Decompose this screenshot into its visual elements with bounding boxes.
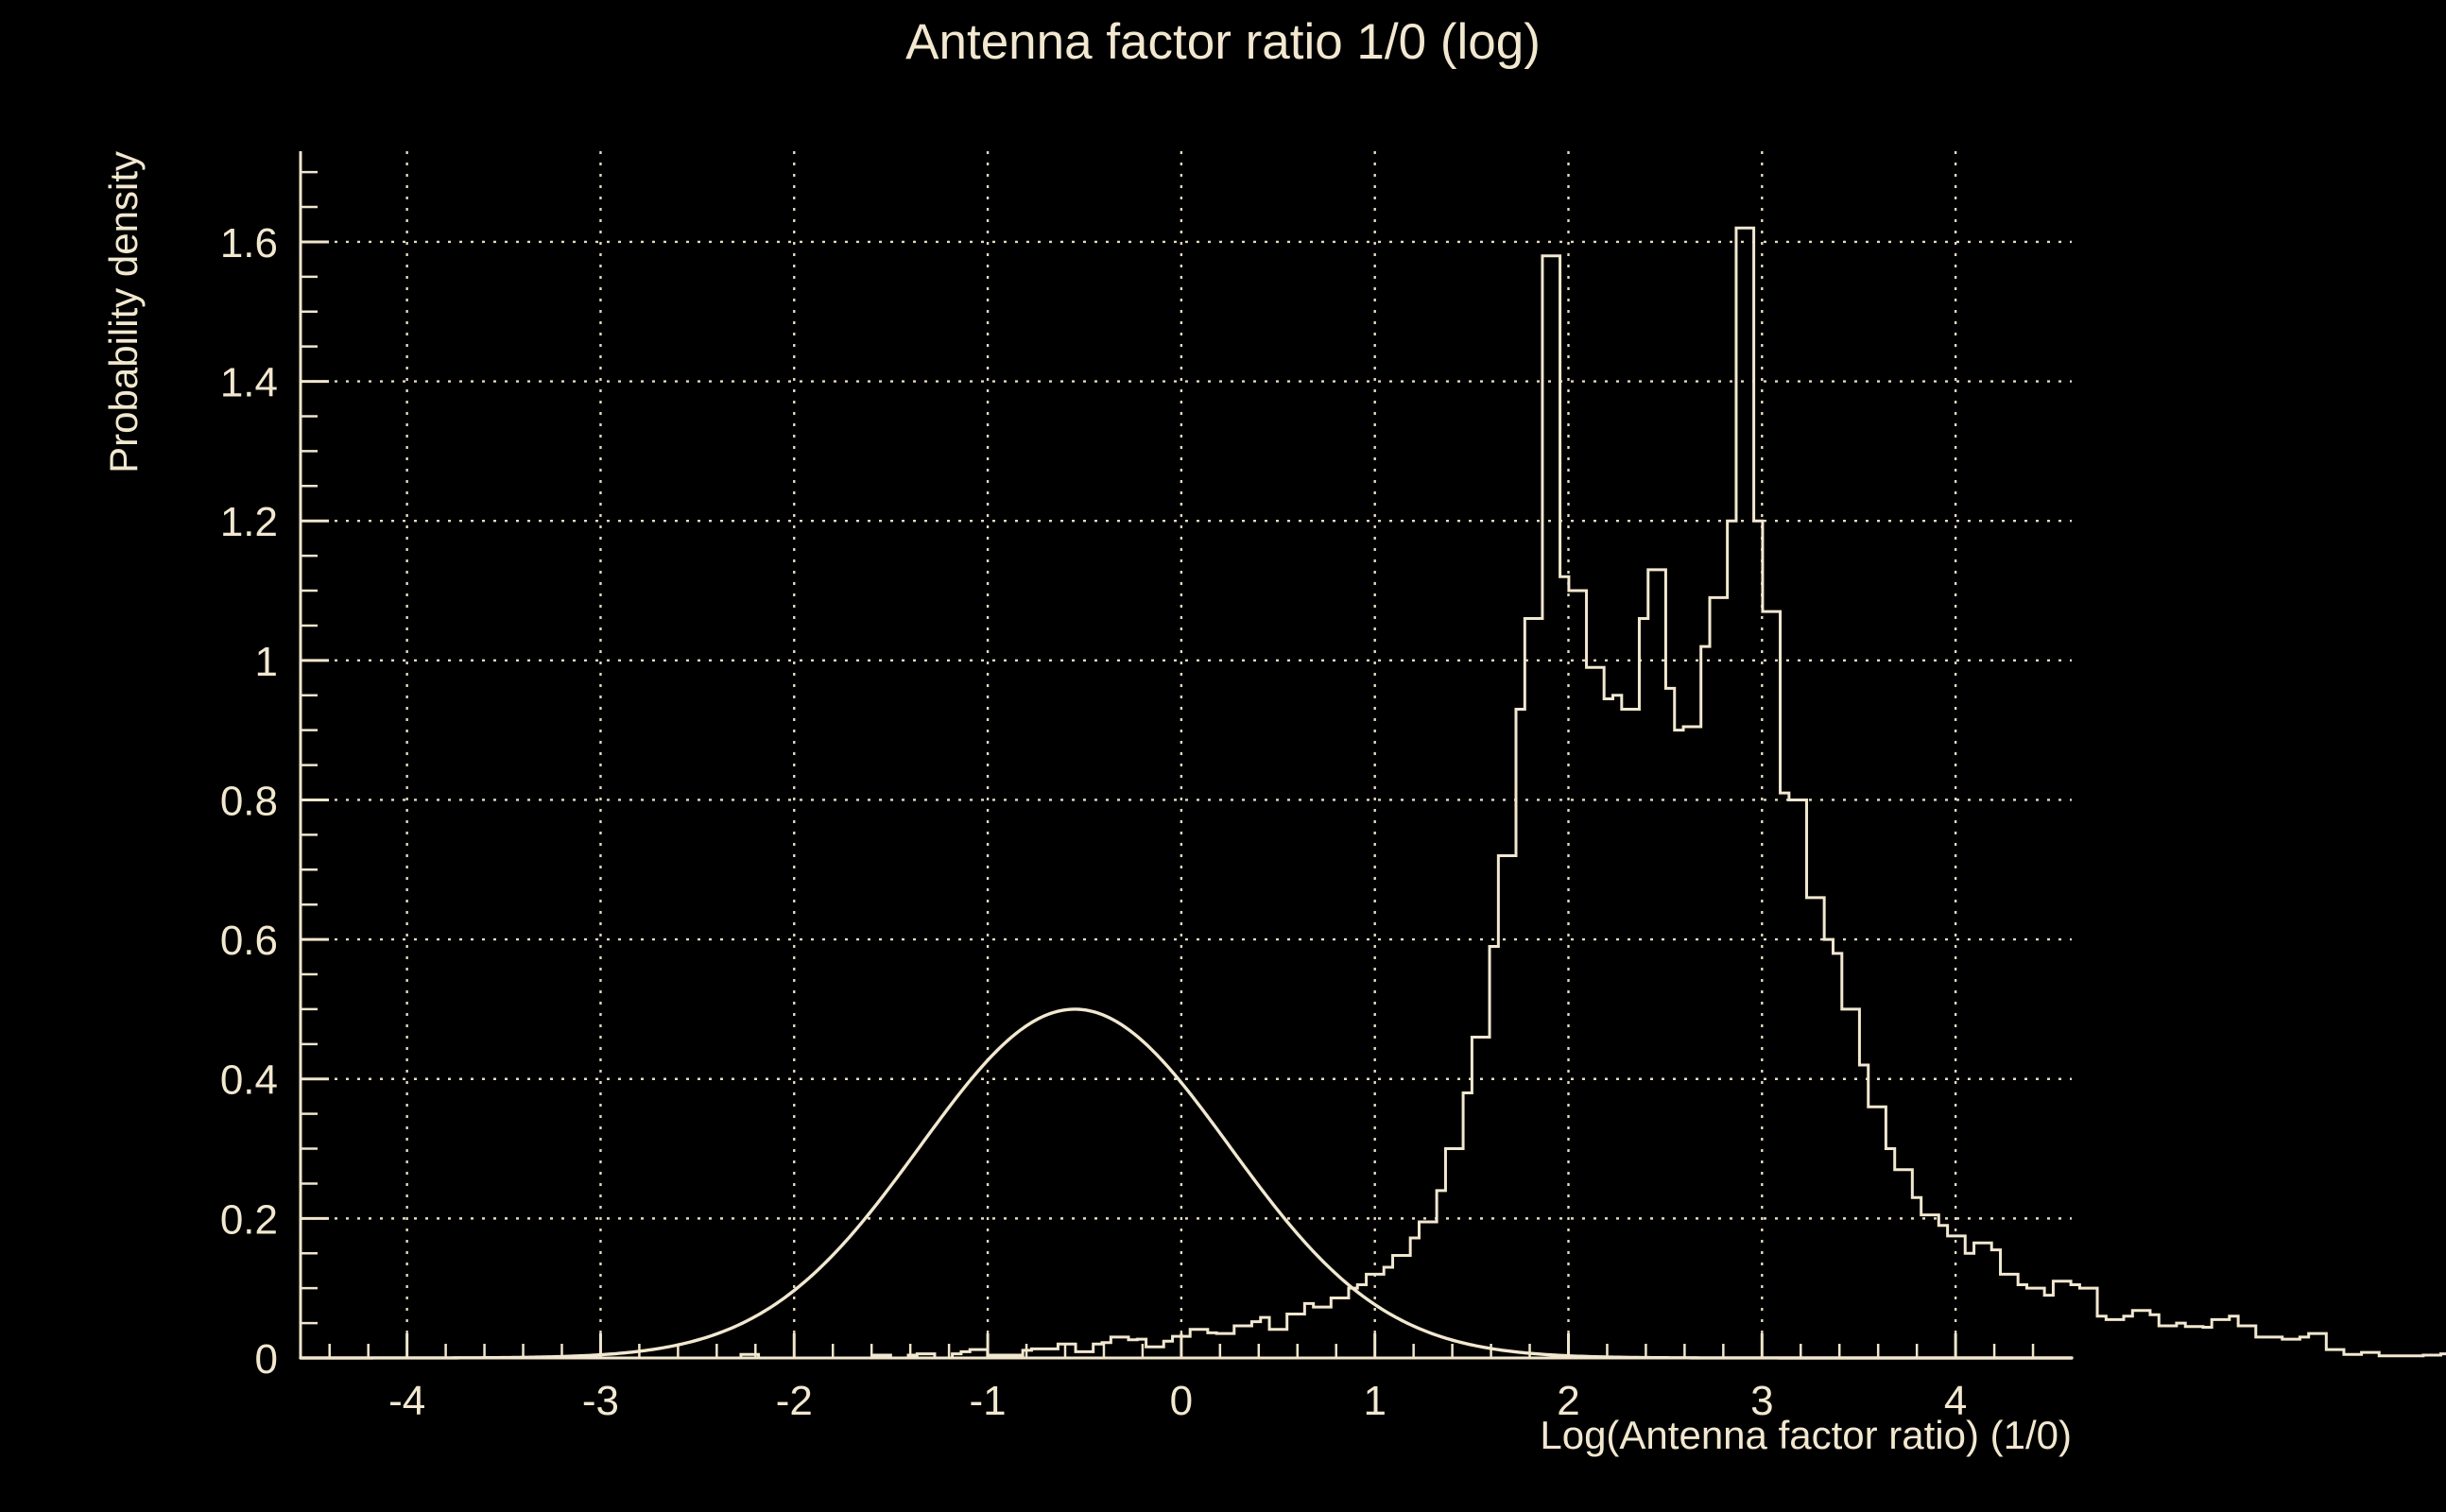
x-axis-title: Log(Antenna factor ratio) (1/0) xyxy=(1540,1413,2072,1457)
y-tick-label: 1.6 xyxy=(220,220,278,266)
y-axis-title: Probability density xyxy=(101,151,146,473)
y-tick-label: 0.6 xyxy=(220,918,278,964)
x-tick-label: 3 xyxy=(1750,1378,1773,1424)
x-tick-label: -1 xyxy=(970,1378,1007,1424)
y-tick-label: 1.4 xyxy=(220,360,278,406)
x-tick-label: -4 xyxy=(388,1378,425,1424)
y-tick-label: 0.2 xyxy=(220,1196,278,1243)
gridlines xyxy=(301,151,2072,1358)
x-tick-label: 1 xyxy=(1363,1378,1386,1424)
y-tick-label: 1.2 xyxy=(220,499,278,545)
y-tick-label: 0 xyxy=(255,1336,278,1383)
y-tick-label: 0.8 xyxy=(220,778,278,824)
x-tick-label: 2 xyxy=(1557,1378,1579,1424)
x-tick-label: 0 xyxy=(1170,1378,1193,1424)
x-tick-label: -2 xyxy=(776,1378,813,1424)
x-tick-label: -3 xyxy=(582,1378,619,1424)
axis-ticks xyxy=(301,170,2035,1360)
gaussian-overlay-curve xyxy=(299,1007,2074,1360)
y-tick-label: 1 xyxy=(255,639,278,685)
y-tick-labels: 0 0.2 0.4 0.6 0.8 1 1.2 1.4 1.6 xyxy=(220,220,278,1383)
x-tick-label: 4 xyxy=(1944,1378,1967,1424)
x-tick-labels: -4 -3 -2 -1 0 1 2 3 4 xyxy=(388,1378,1967,1424)
histogram-step-curve xyxy=(301,226,2446,1360)
y-tick-label: 0.4 xyxy=(220,1057,278,1104)
chart-title: Antenna factor ratio 1/0 (log) xyxy=(905,14,1541,70)
